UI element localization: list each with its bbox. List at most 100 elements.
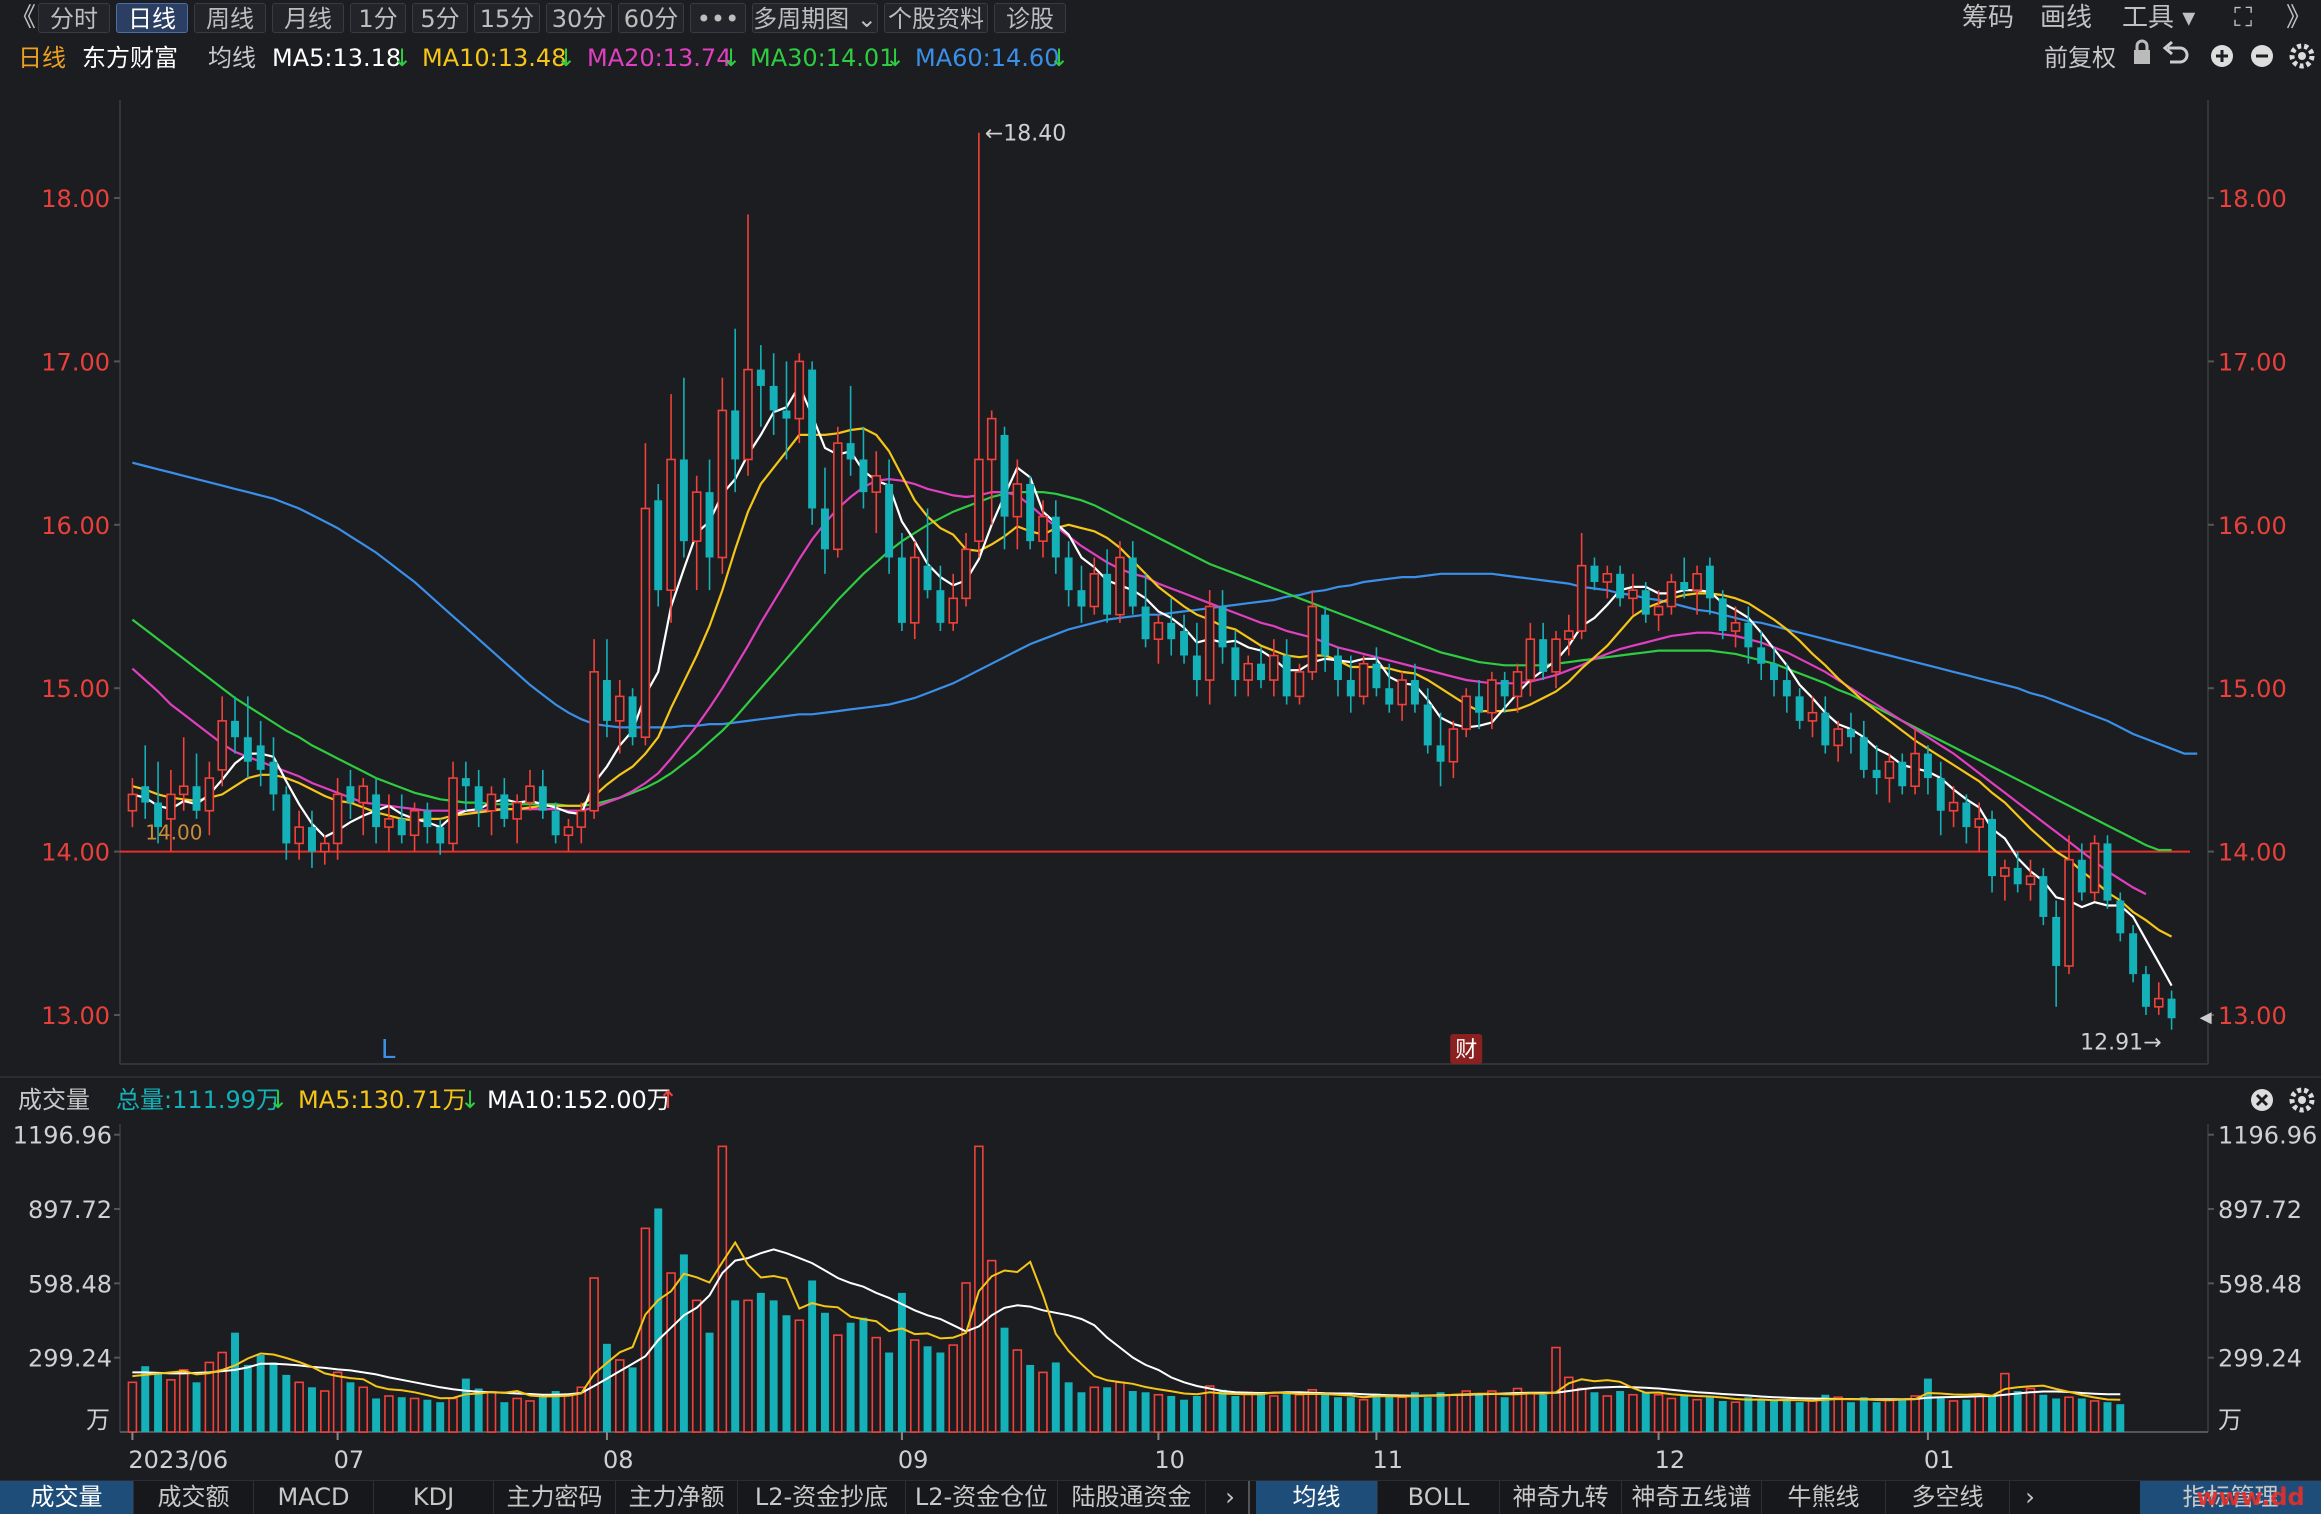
overlay-tab-4[interactable]: 牛熊线 bbox=[1762, 1481, 1886, 1514]
tab-8[interactable]: 60分 bbox=[618, 3, 684, 33]
indicator-tab-5[interactable]: 主力净额 bbox=[616, 1481, 738, 1514]
volume-axis: 1196.96 1196.96 897.72 897.72 598.48 598.48 29… bbox=[13, 1122, 2318, 1434]
overlay-tab-0[interactable]: 均线 bbox=[1256, 1481, 1378, 1514]
volume-ma10-line bbox=[132, 1248, 2121, 1401]
volume-settings-icon[interactable] bbox=[2289, 1087, 2315, 1113]
indicator-tab-6[interactable]: L2-资金抄底 bbox=[738, 1481, 906, 1514]
tab-0[interactable]: 分时 bbox=[38, 3, 110, 33]
volume-bar-34 bbox=[563, 1393, 574, 1433]
volume-bar-11 bbox=[269, 1362, 278, 1432]
period-label: 日线 bbox=[18, 44, 66, 72]
candle-104 bbox=[1461, 688, 1471, 738]
candle-body-60 bbox=[897, 557, 906, 623]
tools-button[interactable]: 工具 ▾ bbox=[2122, 3, 2196, 33]
volume-bar-9 bbox=[243, 1364, 252, 1432]
price-adjust-label[interactable]: 前复权 bbox=[2044, 44, 2116, 72]
tab-3[interactable]: 月线 bbox=[272, 3, 344, 33]
volume-bar-71 bbox=[1038, 1371, 1048, 1433]
tab-7[interactable]: 30分 bbox=[546, 3, 612, 33]
tab-11[interactable]: 个股资料 bbox=[884, 3, 988, 33]
candle-body-137 bbox=[1884, 760, 1895, 779]
collapse-icon[interactable]: 《 bbox=[10, 3, 37, 33]
indicator-tab-3[interactable]: KDJ bbox=[374, 1481, 494, 1514]
candle-64 bbox=[948, 573, 958, 632]
candle-body-126 bbox=[1744, 622, 1753, 648]
volume-total-arrow: ↓ bbox=[268, 1086, 288, 1114]
tab-9[interactable]: ••• bbox=[690, 3, 746, 33]
candle-body-142 bbox=[1948, 801, 1959, 812]
candle-70 bbox=[1026, 475, 1035, 550]
candle-body-59 bbox=[885, 483, 894, 558]
volume-ma10: MA10:152.00万 bbox=[487, 1086, 671, 1114]
expand-right-icon[interactable]: 》 bbox=[2286, 3, 2313, 33]
tab-6[interactable]: 15分 bbox=[474, 3, 540, 33]
settings-icon[interactable] bbox=[2289, 43, 2315, 69]
undo-icon[interactable] bbox=[2162, 40, 2189, 64]
candle-body-63 bbox=[936, 590, 945, 623]
tab-12[interactable]: 诊股 bbox=[994, 3, 1066, 33]
volume-bar-63 bbox=[936, 1352, 945, 1432]
volume-bar-33 bbox=[551, 1391, 560, 1432]
volume-bar-4 bbox=[178, 1369, 189, 1433]
candle-51 bbox=[782, 361, 791, 460]
volume-ma5: MA5:130.71万 bbox=[298, 1086, 466, 1114]
volume-bar-58 bbox=[871, 1336, 882, 1433]
indicator-tab-0[interactable]: 成交量 bbox=[0, 1481, 134, 1514]
overlay-tab-1[interactable]: BOLL bbox=[1378, 1481, 1500, 1514]
volume-bar-55 bbox=[833, 1334, 843, 1433]
candle-body-36 bbox=[589, 671, 599, 812]
candle-24 bbox=[436, 818, 445, 855]
volume-chart[interactable]: 成交量 总量:111.99万 ↓ MA5:130.71万 ↓ MA10:152.… bbox=[0, 1076, 2321, 1480]
candle-19 bbox=[372, 778, 381, 844]
candle-45 bbox=[705, 459, 714, 591]
volume-bar-84 bbox=[1204, 1385, 1215, 1433]
tabs-more-left-icon[interactable]: › bbox=[1225, 1483, 1235, 1511]
volume-bar-47 bbox=[731, 1300, 740, 1432]
overlay-tab-3[interactable]: 神奇五线谱 bbox=[1622, 1481, 1762, 1514]
volume-bar-27 bbox=[474, 1388, 483, 1432]
volume-bar-121 bbox=[1680, 1395, 1689, 1432]
tabs-more-right-icon[interactable]: › bbox=[2025, 1483, 2035, 1511]
candle-body-21 bbox=[397, 818, 406, 836]
ma10-line bbox=[132, 427, 2173, 938]
zoom-out-icon[interactable] bbox=[2251, 45, 2273, 67]
candle-111 bbox=[1551, 631, 1561, 689]
indicator-tab-7[interactable]: L2-资金仓位 bbox=[906, 1481, 1058, 1514]
chips-button[interactable]: 筹码 bbox=[1962, 3, 2015, 33]
tab-4[interactable]: 1分 bbox=[350, 3, 406, 33]
kline-chart[interactable]: 日线 东方财富 均线 MA5:13.18 ↓ MA10:13.48 ↓ MA20… bbox=[0, 36, 2321, 1076]
indicator-tab-2[interactable]: MACD bbox=[254, 1481, 374, 1514]
candle-body-129 bbox=[1782, 680, 1791, 697]
candle-144 bbox=[1974, 802, 1984, 852]
candle-body-159 bbox=[2167, 998, 2176, 1019]
candle-body-74 bbox=[1077, 590, 1086, 607]
candle-78 bbox=[1128, 541, 1137, 615]
indicator-tab-8[interactable]: 陆股通资金 bbox=[1058, 1481, 1206, 1514]
candle-body-112 bbox=[1564, 630, 1574, 640]
volume-bar-123 bbox=[1705, 1397, 1714, 1432]
indicator-tab-4[interactable]: 主力密码 bbox=[494, 1481, 616, 1514]
lock-icon[interactable] bbox=[2134, 39, 2150, 64]
volume-ma5-line bbox=[132, 1240, 2121, 1402]
candle-body-44 bbox=[691, 491, 702, 542]
overlay-tab-2[interactable]: 神奇九转 bbox=[1500, 1481, 1622, 1514]
indicator-tab-1[interactable]: 成交额 bbox=[134, 1481, 254, 1514]
indicator-manage-button[interactable]: 指标管理 bbox=[2140, 1481, 2321, 1514]
zoom-in-icon[interactable] bbox=[2211, 45, 2233, 67]
draw-button[interactable]: 画线 bbox=[2040, 3, 2093, 33]
tab-5[interactable]: 5分 bbox=[412, 3, 468, 33]
fullscreen-icon[interactable]: ⛶ bbox=[2234, 3, 2253, 33]
close-panel-icon[interactable] bbox=[2251, 1089, 2273, 1111]
candle-body-108 bbox=[1512, 671, 1523, 698]
volume-bar-127 bbox=[1757, 1399, 1766, 1432]
tab-1[interactable]: 日线 bbox=[116, 3, 188, 33]
volume-bar-42 bbox=[666, 1272, 676, 1433]
tab-2[interactable]: 周线 bbox=[194, 3, 266, 33]
tab-10[interactable]: 多周期图 ⌄ bbox=[752, 3, 878, 33]
overlay-tab-5[interactable]: 多空线 bbox=[1886, 1481, 2010, 1514]
candle-49 bbox=[756, 345, 765, 427]
volume-bar-147 bbox=[2013, 1391, 2022, 1432]
candle-77 bbox=[1115, 541, 1125, 623]
volume-bar-36 bbox=[589, 1277, 599, 1433]
candle-26 bbox=[461, 761, 470, 811]
